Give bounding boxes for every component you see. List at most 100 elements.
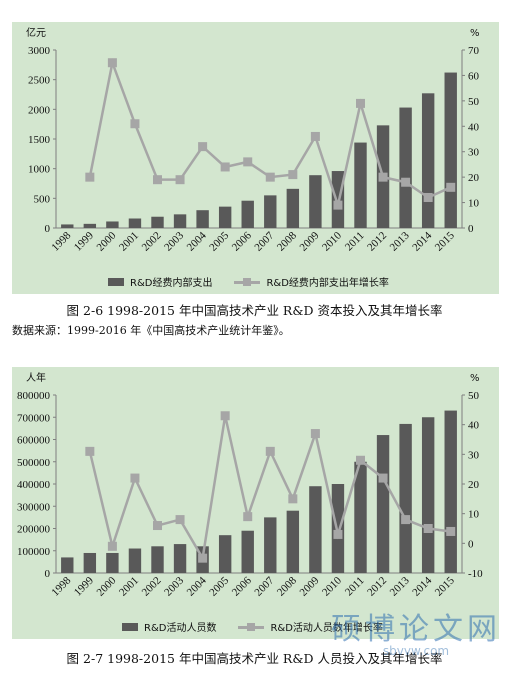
x-tick-label: 2005: [207, 229, 231, 253]
point-2008: [288, 494, 298, 504]
x-tick-label: 1998: [49, 574, 73, 598]
x-tick-label: 1999: [72, 574, 96, 598]
y-right-tick-label: 60: [468, 70, 480, 82]
x-tick-label: 2006: [230, 229, 254, 253]
chart-1-svg: 0 500 1000 1500 2000 2500 3000 0 10 20 30 40 50 60 70 亿…: [26, 26, 480, 254]
x-tick-label: 2003: [162, 229, 186, 253]
y-left-tick-label: 100000: [17, 546, 51, 558]
bar-1998: [61, 557, 74, 573]
x-tick-label: 2004: [185, 574, 209, 598]
legend-bar-label: R&D经费内部支出: [130, 278, 213, 289]
bar-2015: [444, 72, 457, 228]
bar-1999: [83, 552, 97, 573]
y-left-tick-label: 600000: [17, 435, 51, 447]
y-left-tick-label: 500: [34, 193, 51, 205]
x-tick-label: 2010: [320, 574, 344, 598]
bar-2001: [128, 218, 142, 228]
y-left-tick-label: 3000: [28, 45, 51, 57]
y-left-tick-label: 500000: [17, 457, 51, 469]
bar-2011: [354, 142, 367, 228]
y-right-tick-label: -10: [468, 568, 483, 580]
growth-rate-line: [88, 58, 452, 210]
y-left-tick-label: 1500: [28, 134, 51, 146]
x-tick-label: 2000: [94, 229, 118, 253]
y-left-tick-label: 800000: [17, 390, 51, 402]
bar-2011: [354, 461, 367, 573]
point-2002: [153, 175, 162, 185]
point-2003: [175, 515, 185, 525]
bar-2007: [264, 517, 277, 573]
x-tick-label: 2014: [410, 574, 434, 598]
y-left-tick-label: 1000: [28, 164, 51, 176]
chart-2-legend: R&D活动人员数 R&D活动人员数年增长率: [122, 619, 383, 634]
bar-2010: [331, 484, 345, 573]
point-2002: [153, 521, 162, 531]
y-left-tick-label: 0: [45, 568, 51, 580]
figure-caption-1: 图 2-6 1998-2015 年中国高技术产业 R&D 资本投入及其年增长率: [66, 303, 443, 318]
y-left-unit-label: 亿元: [26, 26, 46, 39]
point-2005: [220, 411, 230, 421]
point-2015: [446, 182, 456, 192]
point-2001: [130, 119, 140, 129]
x-tick-label: 2007: [252, 574, 276, 598]
y-right-tick-label: 30: [468, 449, 480, 461]
source-note: 数据来源：1999-2016 年《中国高技术产业统计年鉴》。: [12, 324, 290, 337]
x-tick-label: 2009: [297, 574, 321, 598]
x-tick-label: 2013: [388, 574, 412, 598]
y-right-tick-label: 10: [468, 509, 480, 521]
y-right-tick-label: 40: [468, 121, 480, 133]
y-right-tick-label: 20: [468, 479, 480, 491]
watermark-subtitle: sbvvw.com: [382, 644, 450, 658]
x-tick-label: 2008: [275, 574, 299, 598]
x-tick-label: 2015: [433, 229, 457, 253]
x-tick-label: 2002: [140, 575, 164, 599]
point-2009: [310, 429, 320, 439]
y-right-tick-label: 70: [468, 45, 480, 57]
bar-2003: [173, 544, 187, 573]
point-2004: [198, 553, 208, 563]
y-right-tick-label: 50: [468, 96, 480, 108]
bar-1999: [83, 223, 97, 228]
point-2000: [107, 58, 117, 68]
x-tick-label: 2011: [343, 230, 367, 254]
chart-2-svg: 0 100000 200000 300000 400000 500000 600000 700…: [17, 371, 483, 599]
point-2015: [446, 526, 456, 536]
bar-2013: [399, 423, 412, 573]
y-right-tick-label: 10: [468, 198, 480, 210]
y-right-tick-label: 0: [468, 223, 474, 235]
point-2001: [130, 473, 140, 483]
bar-2007: [264, 195, 277, 228]
point-1999: [85, 446, 95, 456]
bar-2005: [218, 535, 232, 573]
bar-2009: [309, 175, 322, 228]
legend-bar-swatch: [108, 277, 124, 286]
x-tick-label: 2012: [365, 575, 389, 599]
x-tick-label: 2014: [410, 229, 434, 253]
y-right-tick-label: 30: [468, 147, 480, 159]
bar-2006: [241, 200, 254, 228]
y-right-tick-label: 20: [468, 172, 480, 184]
bar-2005: [218, 206, 232, 228]
bar-2002: [151, 546, 164, 573]
x-tick-label: 2015: [433, 574, 457, 598]
x-tick-label: 2000: [94, 574, 118, 598]
y-left-tick-label: 0: [45, 223, 51, 235]
x-tick-label: 2005: [207, 574, 231, 598]
x-tick-label: 2003: [162, 574, 186, 598]
x-tick-label: 2006: [230, 574, 254, 598]
bar-2013: [399, 107, 412, 228]
point-2010: [333, 529, 343, 539]
point-2011: [356, 98, 365, 108]
point-2013: [401, 177, 411, 187]
legend-bar-swatch: [122, 622, 138, 631]
chart-panel-2: 0 100000 200000 300000 400000 500000 600000 700…: [12, 367, 499, 639]
point-2014: [423, 192, 433, 202]
x-tick-label: 2008: [275, 229, 299, 253]
figure-caption-2: 图 2-7 1998-2015 年中国高技术产业 R&D 人员投入及其年增长率: [66, 651, 443, 666]
bar-2003: [173, 214, 187, 228]
chart-1-legend: R&D经费内部支出 R&D经费内部支出年增长率: [108, 274, 389, 289]
y-left-tick-label: 2000: [28, 104, 51, 116]
y-right-unit-label: %: [470, 373, 480, 384]
point-2014: [423, 524, 433, 533]
x-tick-label: 2004: [185, 229, 209, 253]
